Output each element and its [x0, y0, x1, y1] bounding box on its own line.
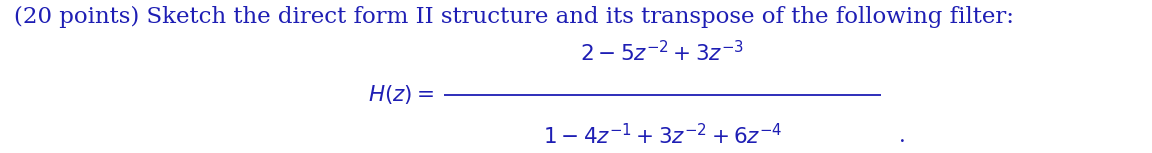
Text: $1-4z^{-1}+3z^{-2}+6z^{-4}$: $1-4z^{-1}+3z^{-2}+6z^{-4}$: [543, 124, 782, 149]
Text: .: .: [899, 125, 905, 147]
Text: $H(z)=$: $H(z)=$: [369, 83, 434, 106]
Text: (20 points) Sketch the direct form II structure and its transpose of the followi: (20 points) Sketch the direct form II st…: [14, 6, 1014, 28]
Text: $2-5z^{-2}+3z^{-3}$: $2-5z^{-2}+3z^{-3}$: [581, 41, 744, 66]
